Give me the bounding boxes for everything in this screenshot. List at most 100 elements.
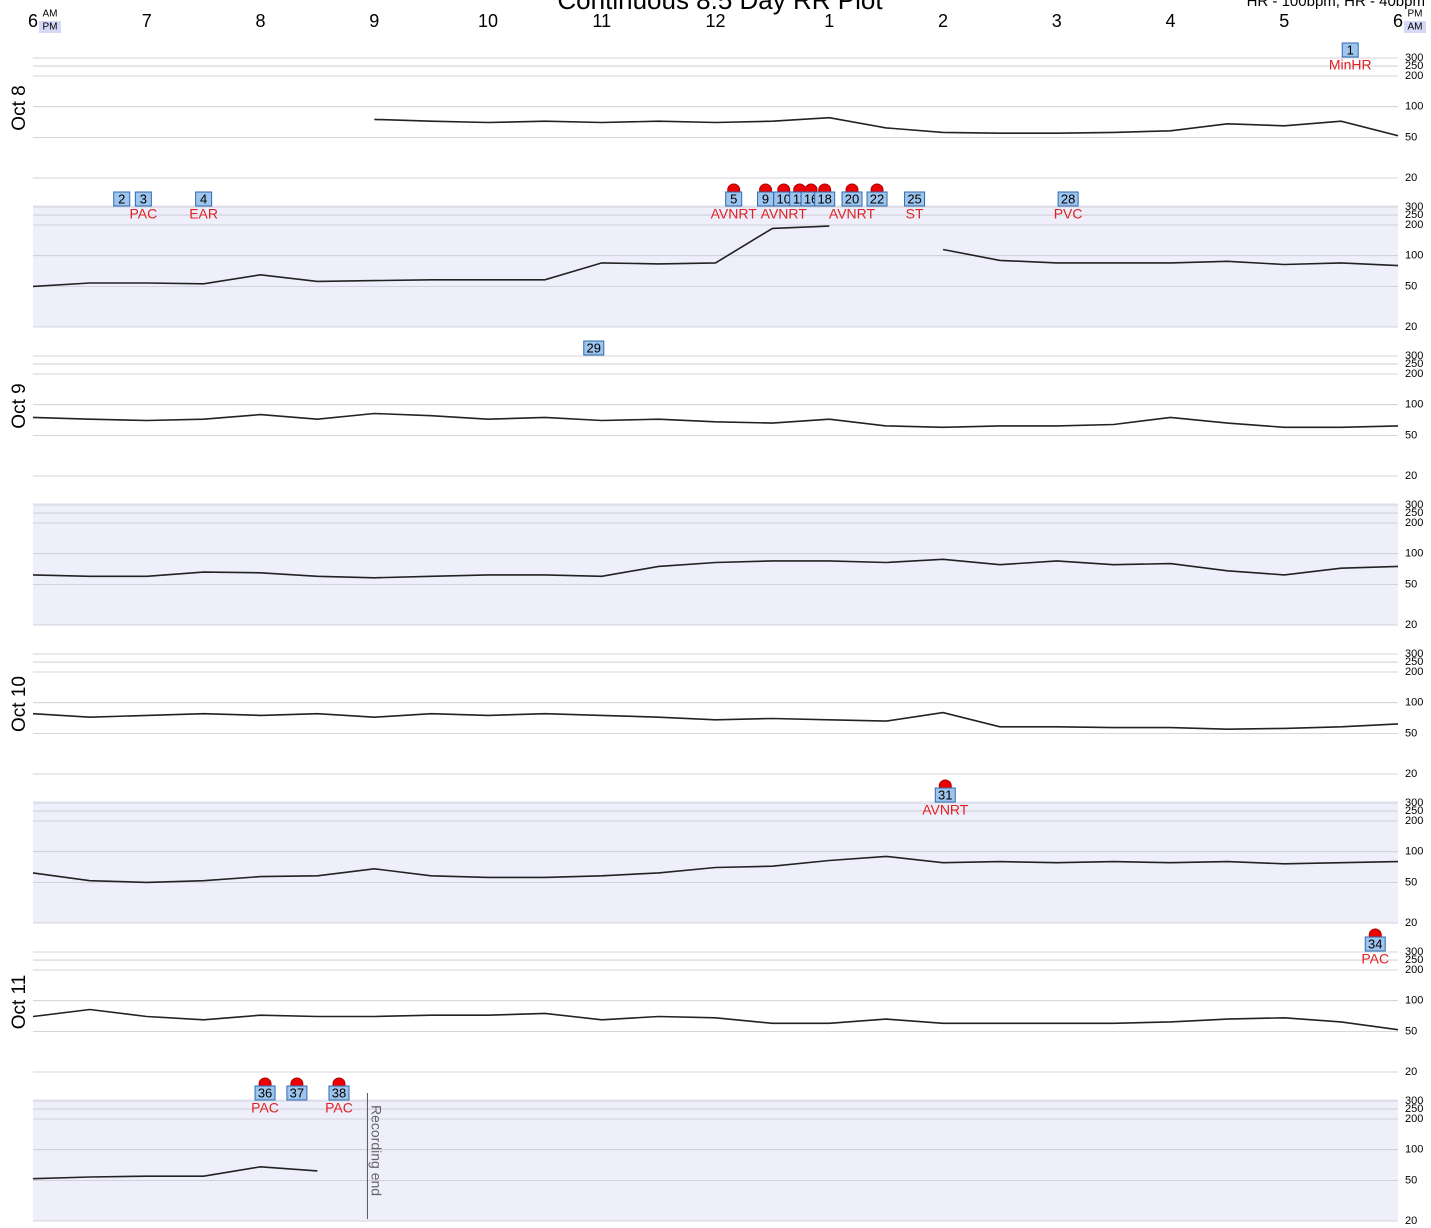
- y-tick-label: 20: [1405, 321, 1417, 333]
- x-tick-label: 12: [705, 11, 725, 31]
- x-tick-label: 6: [1393, 11, 1403, 31]
- row-shade: [33, 1099, 1398, 1221]
- y-tick-label: 250: [1405, 954, 1423, 966]
- event-box: [583, 340, 605, 356]
- y-tick-label: 100: [1405, 548, 1423, 560]
- y-tick-label: 50: [1405, 727, 1417, 739]
- y-tick-label: 200: [1405, 219, 1423, 231]
- y-tick-label: 300: [1405, 1095, 1423, 1107]
- event-label: AVNRT: [761, 206, 808, 222]
- y-tick-label: 100: [1405, 250, 1423, 262]
- event-box: [113, 191, 131, 207]
- row-shade: [33, 205, 1398, 327]
- y-tick-label: 300: [1405, 350, 1423, 362]
- event-label: PVC: [1054, 206, 1083, 222]
- rr-trace: [32, 1008, 1399, 1031]
- event-label: PAC: [129, 206, 157, 222]
- event-id: 20: [845, 191, 859, 206]
- event-label: EAR: [189, 206, 218, 222]
- event-id: 3: [140, 191, 147, 206]
- y-tick-label: 100: [1405, 101, 1423, 113]
- date-label: Oct 11: [9, 975, 30, 1030]
- event-label: PAC: [251, 1100, 279, 1116]
- y-tick-label: 20: [1405, 768, 1417, 780]
- y-tick-label: 200: [1405, 666, 1423, 678]
- rr-trace: [374, 116, 1399, 137]
- y-tick-label: 250: [1405, 209, 1423, 221]
- y-tick-label: 50: [1405, 131, 1417, 143]
- event-id: 9: [762, 191, 769, 206]
- x-tick-label: 8: [255, 11, 265, 31]
- rr-trace: [32, 711, 1399, 731]
- y-tick-label: 250: [1405, 358, 1423, 370]
- event-id: 38: [332, 1085, 346, 1100]
- event-id: 22: [870, 191, 884, 206]
- event-box: [254, 1085, 276, 1101]
- y-tick-label: 200: [1405, 964, 1423, 976]
- y-tick-label: 50: [1405, 1025, 1417, 1037]
- ampm-label: PM: [1408, 9, 1423, 20]
- y-tick-label: 200: [1405, 517, 1423, 529]
- event-box: [904, 191, 926, 207]
- y-tick-label: 300: [1405, 946, 1423, 958]
- event-box: [1341, 42, 1359, 58]
- event-label: MinHR: [1329, 57, 1372, 73]
- y-tick-label: 100: [1405, 399, 1423, 411]
- y-tick-label: 20: [1405, 1215, 1417, 1227]
- event-id: 18: [817, 191, 831, 206]
- y-tick-label: 20: [1405, 917, 1417, 929]
- x-tick-label: 7: [142, 11, 152, 31]
- row-shade: [33, 503, 1398, 625]
- y-tick-label: 300: [1405, 201, 1423, 213]
- event-box: [725, 191, 743, 207]
- event-id: 2: [118, 191, 125, 206]
- event-box: [866, 191, 888, 207]
- date-label: Oct 8: [9, 85, 30, 130]
- x-tick-label: 9: [369, 11, 379, 31]
- rr-trace: [32, 855, 1399, 884]
- event-id: 1: [1347, 42, 1354, 57]
- event-box: [286, 1085, 308, 1101]
- y-tick-label: 100: [1405, 846, 1423, 858]
- event-id: 4: [200, 191, 207, 206]
- chart-title: Continuous 8.5 Day RR Plot: [557, 0, 883, 15]
- ampm-label: PM: [43, 22, 58, 33]
- event-label: ST: [906, 206, 924, 222]
- rr-trace: [32, 558, 1399, 579]
- event-label: AVNRT: [922, 802, 969, 818]
- y-tick-label: 250: [1405, 805, 1423, 817]
- date-label: Oct 10: [9, 676, 30, 732]
- rr-trace: [32, 412, 1399, 429]
- y-tick-label: 20: [1405, 172, 1417, 184]
- y-tick-label: 300: [1405, 648, 1423, 660]
- y-tick-label: 300: [1405, 52, 1423, 64]
- event-id: 29: [587, 340, 601, 355]
- y-tick-label: 250: [1405, 60, 1423, 72]
- event-box: [134, 191, 152, 207]
- event-id: 5: [730, 191, 737, 206]
- x-tick-label: 1: [824, 11, 834, 31]
- y-tick-label: 100: [1405, 995, 1423, 1007]
- y-tick-label: 200: [1405, 368, 1423, 380]
- rr-trace: [32, 225, 1399, 288]
- event-id: 31: [938, 787, 952, 802]
- x-tick-label: 3: [1052, 11, 1062, 31]
- event-label: PAC: [325, 1100, 353, 1116]
- event-id: 25: [907, 191, 921, 206]
- event-label: AVNRT: [829, 206, 876, 222]
- y-tick-label: 200: [1405, 1113, 1423, 1125]
- y-tick-label: 20: [1405, 619, 1417, 631]
- ampm-label: AM: [1408, 22, 1423, 33]
- y-tick-label: 20: [1405, 1066, 1417, 1078]
- y-tick-label: 20: [1405, 470, 1417, 482]
- event-box: [195, 191, 213, 207]
- event-box: [841, 191, 863, 207]
- date-label: Oct 9: [9, 383, 30, 428]
- event-box: [328, 1085, 350, 1101]
- rr-trace: [32, 1165, 318, 1180]
- y-tick-label: 300: [1405, 797, 1423, 809]
- event-label: PAC: [1361, 951, 1389, 967]
- x-tick-label: 4: [1165, 11, 1175, 31]
- y-tick-label: 250: [1405, 507, 1423, 519]
